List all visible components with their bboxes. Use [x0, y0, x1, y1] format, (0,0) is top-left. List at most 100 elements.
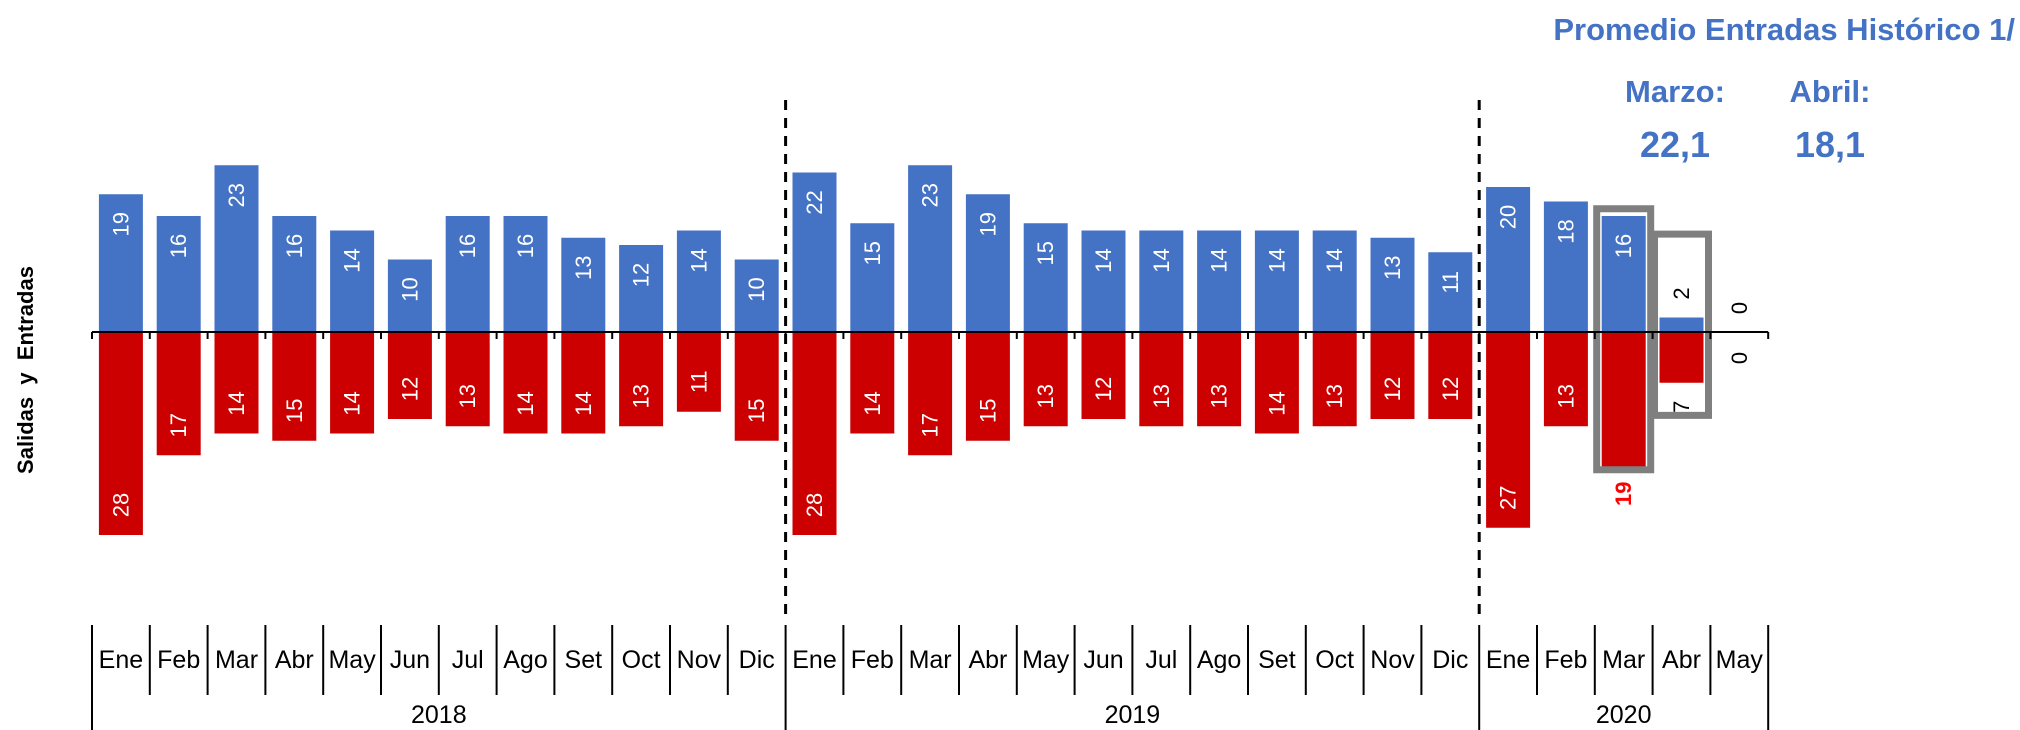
entradas-bar [1370, 237, 1415, 332]
salidas-bar [503, 332, 548, 434]
salidas-value-label: 15 [282, 399, 307, 423]
entradas-bar [1312, 230, 1357, 332]
salidas-value-label: 14 [1264, 391, 1289, 415]
entradas-value-label: 14 [686, 248, 711, 272]
month-label: Jun [1083, 646, 1123, 674]
salidas-bar [156, 332, 201, 456]
entradas-value-label: 10 [397, 277, 422, 301]
salidas-bar [1023, 332, 1068, 427]
month-label: Jul [452, 646, 484, 674]
entradas-bar [561, 237, 606, 332]
salidas-bar [1428, 332, 1473, 419]
entradas-value-label: 14 [1264, 248, 1289, 272]
entradas-value-label: 13 [1380, 256, 1405, 280]
entradas-value-label: 14 [1207, 248, 1232, 272]
salidas-value-label: 14 [513, 391, 538, 415]
entradas-bar [676, 230, 721, 332]
entradas-value-label: 14 [1149, 248, 1174, 272]
salidas-bar [330, 332, 375, 434]
salidas-bar [792, 332, 837, 535]
salidas-value-label: 15 [744, 399, 769, 423]
entradas-bar [503, 216, 548, 332]
march-average-value: 22,1 [1639, 124, 1711, 165]
entradas-value-label: 0 [1727, 302, 1752, 314]
month-label: Ago [1197, 646, 1241, 674]
y-axis-label: Salidas y Entradas [13, 266, 38, 474]
salidas-value-label: 17 [166, 413, 191, 437]
salidas-value-label: 13 [1149, 384, 1174, 408]
entradas-value-label: 23 [918, 183, 943, 207]
entradas-value-label: 16 [513, 234, 538, 258]
salidas-value-label: 7 [1669, 401, 1694, 413]
entradas-bar [1601, 216, 1646, 332]
entradas-value-label: 11 [1438, 271, 1463, 294]
month-label: Ene [99, 646, 143, 674]
entradas-bar [272, 216, 317, 332]
salidas-value-label: 28 [802, 493, 827, 517]
salidas-bar [1312, 332, 1357, 427]
month-label: Feb [1544, 646, 1587, 674]
entradas-value-label: 15 [860, 241, 885, 265]
month-label: Dic [739, 646, 775, 674]
entradas-bar [1659, 317, 1704, 332]
entradas-bar [1139, 230, 1184, 332]
salidas-value-label: 13 [1033, 384, 1058, 408]
salidas-value-label: 11 [686, 370, 711, 393]
year-label: 2019 [1105, 701, 1161, 729]
entradas-bar [1543, 201, 1588, 332]
salidas-value-label: 12 [1380, 377, 1405, 401]
salidas-value-label: 12 [397, 377, 422, 401]
salidas-bar [387, 332, 432, 419]
month-label: Ene [1486, 646, 1530, 674]
salidas-bar [1659, 332, 1704, 383]
salidas-bar [1139, 332, 1184, 427]
salidas-bar [214, 332, 259, 434]
salidas-bar [1486, 332, 1531, 528]
salidas-bar [272, 332, 317, 441]
entradas-value-label: 15 [1033, 241, 1058, 265]
entradas-value-label: 18 [1553, 219, 1578, 243]
salidas-value-label: 12 [1438, 377, 1463, 401]
entradas-bar [1081, 230, 1126, 332]
month-label: Set [1258, 646, 1296, 674]
salidas-value-label: 13 [1322, 384, 1347, 408]
entradas-value-label: 19 [108, 212, 133, 236]
entradas-bar [734, 259, 779, 332]
salidas-bar [1543, 332, 1588, 427]
salidas-bar [98, 332, 143, 535]
month-label: Mar [215, 646, 258, 674]
march-average-label: Marzo: [1625, 74, 1725, 109]
entradas-value-label: 10 [744, 277, 769, 301]
salidas-value-label: 28 [108, 493, 133, 517]
entradas-bar [792, 172, 837, 332]
month-label: Ene [792, 646, 836, 674]
salidas-bar [676, 332, 721, 412]
month-label: Dic [1432, 646, 1468, 674]
entradas-value-label: 23 [224, 183, 249, 207]
month-label: Abr [275, 646, 314, 674]
salidas-bar [965, 332, 1010, 441]
salidas-bar [1254, 332, 1299, 434]
salidas-value-label: 17 [918, 413, 943, 437]
entradas-bar [445, 216, 490, 332]
entradas-bar [908, 165, 953, 332]
salidas-value-label: 0 [1727, 352, 1752, 364]
entradas-bar [850, 223, 895, 332]
salidas-value-label: 14 [224, 391, 249, 415]
salidas-bar [619, 332, 664, 427]
entradas-value-label: 14 [340, 248, 365, 272]
month-label: Nov [677, 646, 722, 674]
salidas-bar [1370, 332, 1415, 419]
entradas-bar [1486, 187, 1531, 332]
salidas-bar [445, 332, 490, 427]
month-label: May [328, 646, 376, 674]
year-label: 2020 [1596, 701, 1652, 729]
month-label: Mar [909, 646, 952, 674]
month-label: Nov [1370, 646, 1415, 674]
entradas-bar [965, 194, 1010, 332]
entradas-value-label: 2 [1669, 287, 1694, 299]
entradas-value-label: 20 [1496, 205, 1521, 229]
entradas-value-label: 12 [629, 263, 654, 287]
salidas-value-label: 14 [571, 391, 596, 415]
